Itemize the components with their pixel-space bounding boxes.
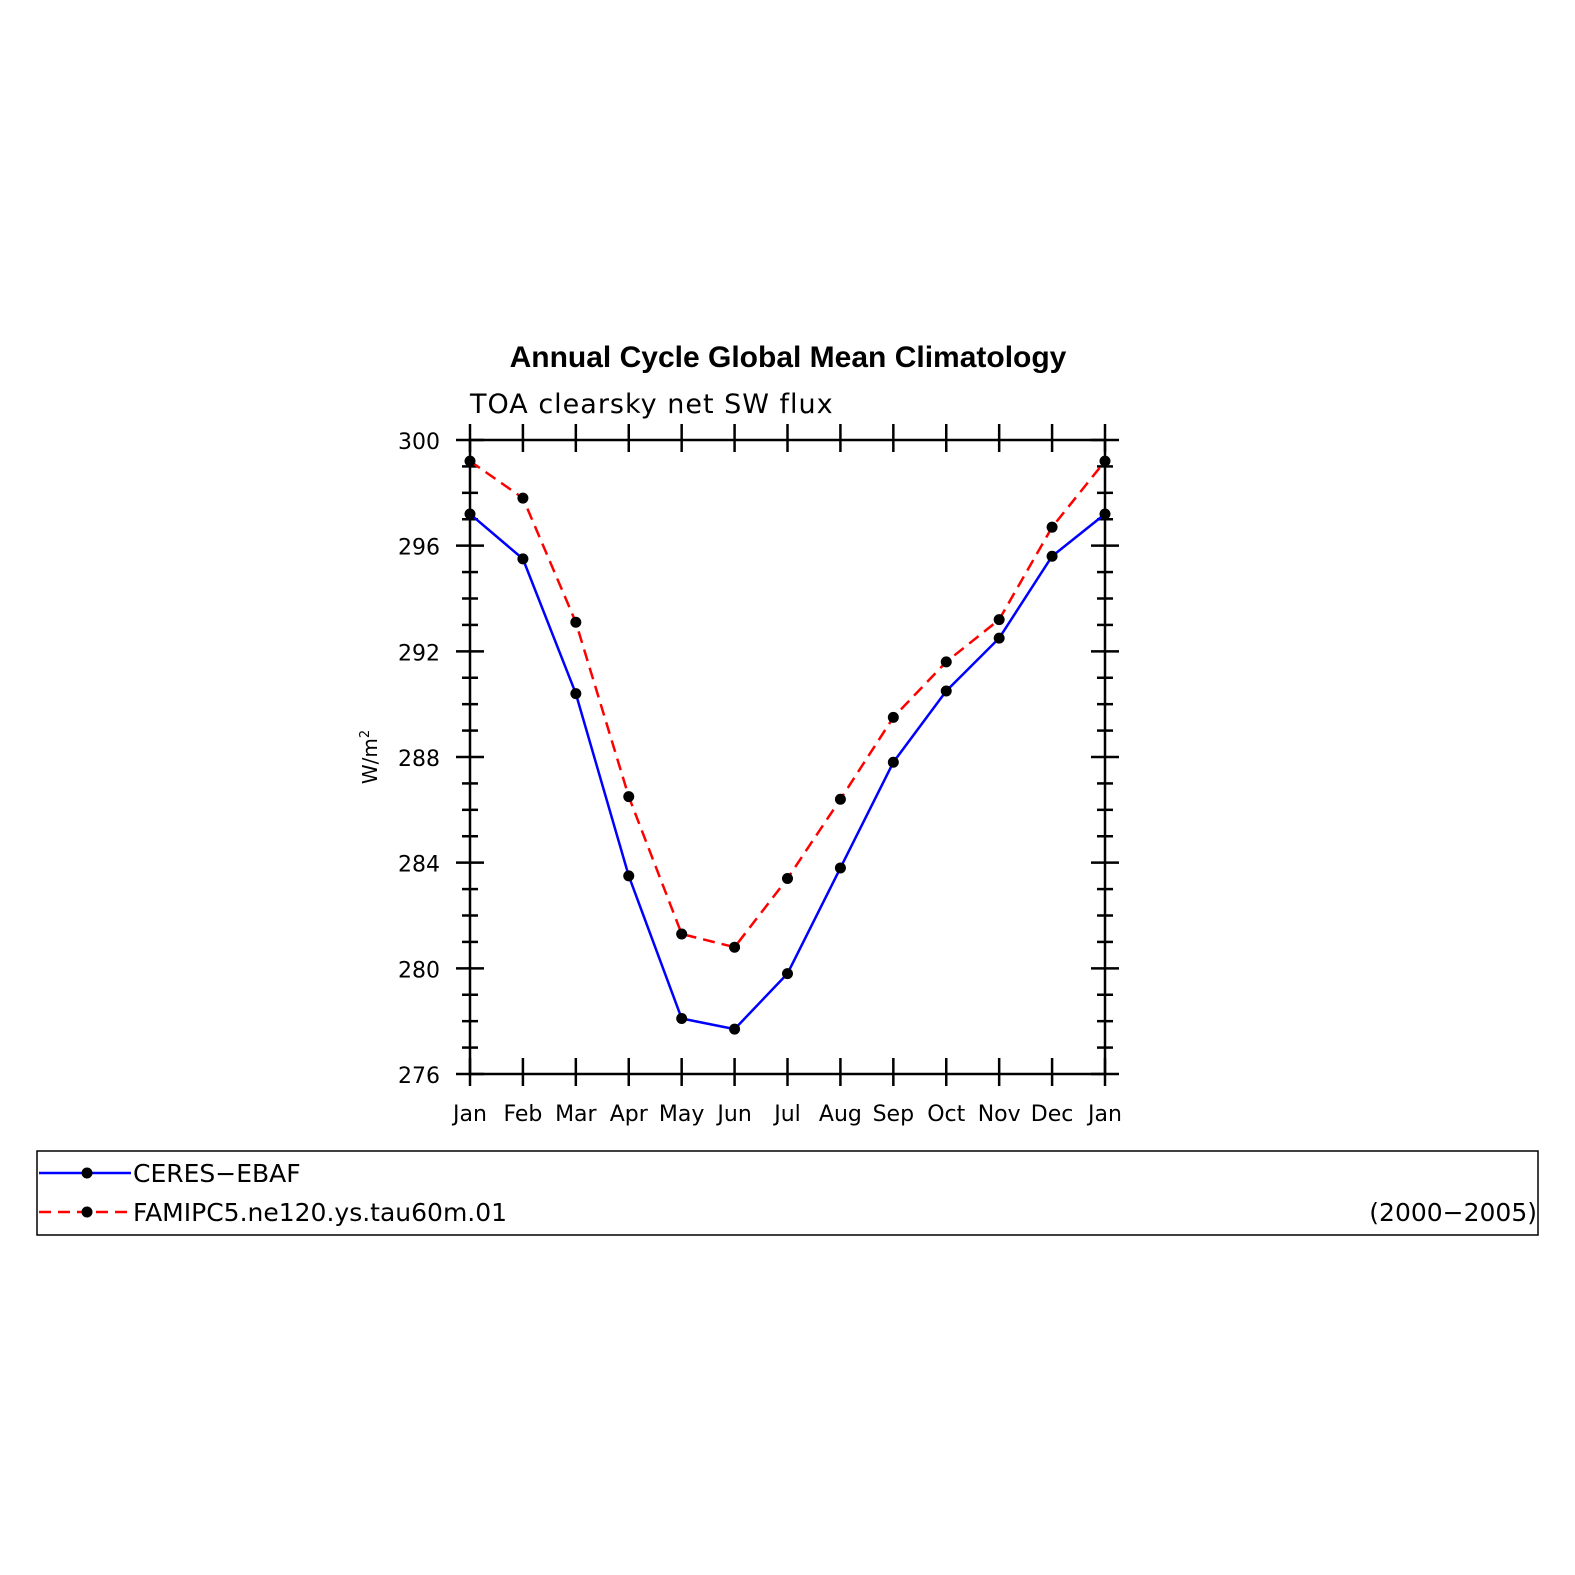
x-tick-label: Aug	[819, 1102, 862, 1127]
y-tick-label: 300	[398, 430, 440, 455]
series-0-point	[993, 632, 1005, 644]
series-1-point	[1046, 521, 1058, 533]
legend-entry-famipc5: FAMIPC5.ne120.ys.tau60m.01	[39, 1198, 507, 1227]
series-0-point	[464, 508, 476, 520]
x-tick-label: Jan	[1086, 1102, 1122, 1127]
x-tick-label: Apr	[610, 1102, 649, 1127]
x-tick-labels: Jan Feb Mar Apr May Jun Jul Aug Sep Oct Nov Dec Jan	[451, 1102, 1122, 1127]
series-1-point	[676, 928, 688, 940]
y-tick-label: 284	[398, 853, 440, 878]
series-0-point	[1099, 508, 1111, 520]
y-tick-label: 292	[398, 641, 440, 666]
series-0-point	[1046, 550, 1058, 562]
series-line-0	[469, 512, 1106, 1031]
y-tick-label: 296	[398, 536, 440, 561]
legend-label-famipc5: FAMIPC5.ne120.ys.tau60m.01	[133, 1198, 507, 1227]
y-tick-label: 276	[398, 1064, 440, 1089]
series-1-point	[623, 791, 635, 803]
x-tick-label: Jan	[451, 1102, 487, 1127]
legend: CERES−EBAF FAMIPC5.ne120.ys.tau60m.01 (2…	[36, 1150, 1539, 1236]
x-tick-label: Jun	[715, 1102, 751, 1127]
chart-title: Annual Cycle Global Mean Climatology	[510, 341, 1067, 374]
x-tick-label: Nov	[978, 1102, 1021, 1127]
x-tick-label: Jul	[772, 1102, 801, 1127]
y-tick-labels: 276 280 284 288 292 296 300	[398, 430, 440, 1089]
x-tick-label: Dec	[1031, 1102, 1074, 1127]
legend-label-ceres: CERES−EBAF	[133, 1159, 301, 1188]
x-tick-label: Oct	[927, 1102, 965, 1127]
y-axis-label: W/m2	[358, 730, 382, 784]
x-tick-label: Feb	[503, 1102, 542, 1127]
plot-area: 276 280 284 288 292 296 300 Jan Feb Mar Apr May Jun…	[398, 424, 1122, 1127]
series-layer	[464, 455, 1111, 1035]
series-1-point	[940, 656, 952, 668]
legend-period-label: (2000−2005)	[1369, 1198, 1537, 1227]
y-axis-label-superscript: 2	[358, 730, 373, 738]
series-0-point	[623, 870, 635, 882]
legend-marker-ceres	[81, 1167, 93, 1179]
series-0-point	[782, 968, 793, 980]
legend-entry-ceres: CERES−EBAF	[39, 1159, 301, 1188]
x-tick-label: Sep	[873, 1102, 914, 1127]
y-tick-label: 288	[398, 747, 440, 772]
series-1-point	[570, 616, 582, 628]
series-0-point	[940, 685, 952, 697]
x-tick-label: May	[659, 1102, 704, 1127]
series-1-point	[517, 492, 529, 504]
series-0-point	[517, 553, 529, 565]
axis-ticks	[456, 424, 1119, 1086]
y-tick-label: 280	[398, 958, 440, 983]
chart-subtitle: TOA clearsky net SW flux	[469, 389, 834, 420]
series-0-point	[676, 1013, 688, 1025]
series-0-point	[834, 862, 846, 874]
series-1-point	[1099, 455, 1111, 467]
series-0-point	[729, 1023, 741, 1035]
series-1-point	[993, 614, 1005, 626]
series-0-point	[570, 688, 582, 700]
x-tick-label: Mar	[555, 1102, 597, 1127]
y-axis-label-unit: W/m	[358, 738, 382, 784]
series-1-point	[464, 455, 476, 467]
series-0-point	[887, 756, 899, 768]
series-1-point	[782, 873, 793, 885]
legend-box	[36, 1150, 1539, 1236]
series-1-point	[834, 793, 846, 805]
series-1-point	[887, 711, 899, 723]
legend-marker-famipc5	[81, 1206, 93, 1218]
series-1-point	[729, 941, 741, 953]
